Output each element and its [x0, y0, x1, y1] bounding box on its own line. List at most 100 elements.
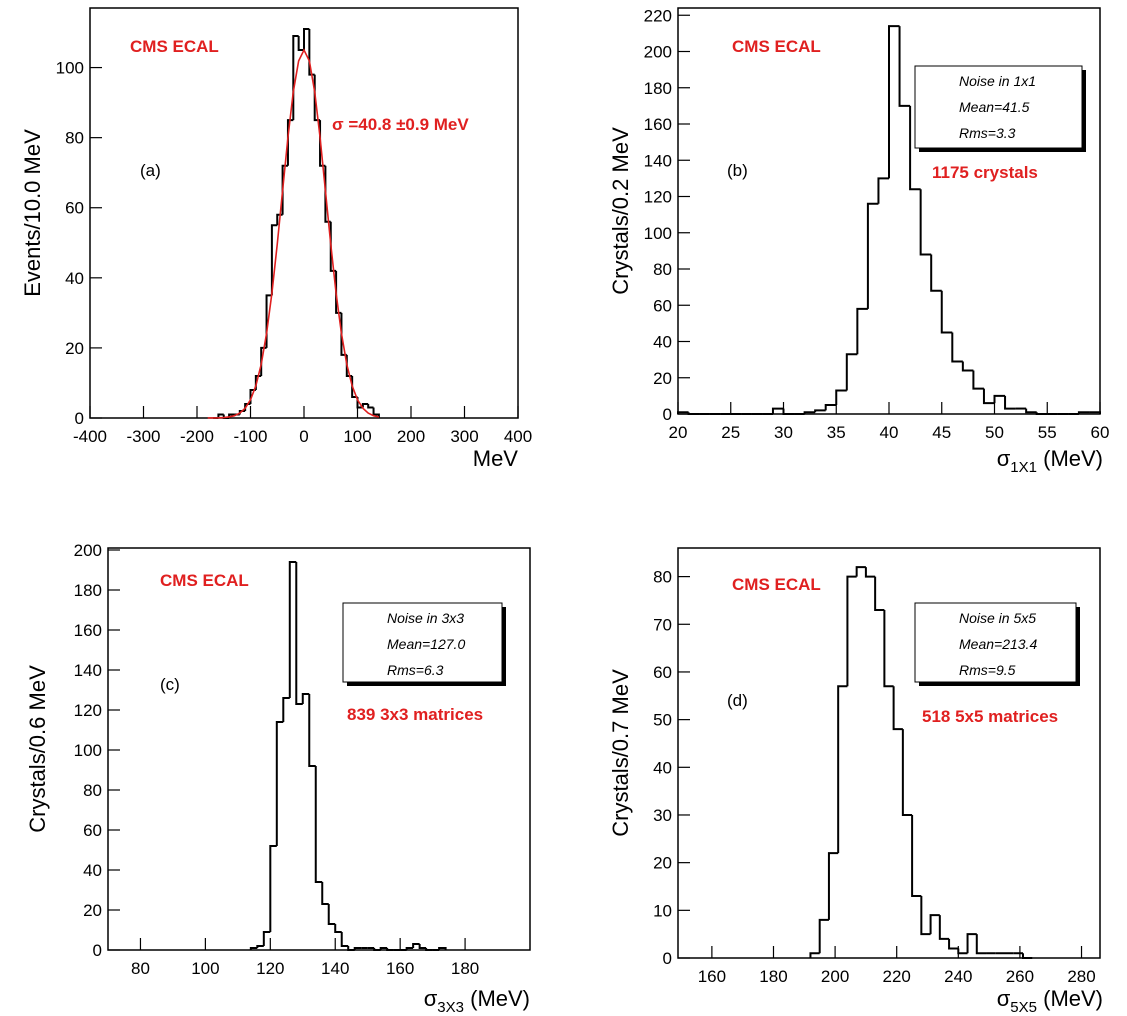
- y-tick-label: 140: [74, 661, 102, 680]
- x-tick-label: 25: [721, 423, 740, 442]
- y-tick-label: 10: [653, 901, 672, 920]
- x-label-unit: (MeV): [1037, 446, 1103, 471]
- y-tick-label: 60: [65, 199, 84, 218]
- y-tick-label: 0: [663, 949, 672, 968]
- histogram-bin: [809, 952, 820, 958]
- fit-curve: [207, 48, 380, 419]
- x-tick-label: 120: [256, 959, 284, 978]
- x-tick-label: -200: [180, 427, 214, 446]
- histogram-bin: [855, 566, 866, 577]
- histogram-bin: [827, 852, 839, 920]
- histogram-bin: [262, 931, 271, 946]
- y-tick-label: 20: [83, 901, 102, 920]
- stats-line: Rms=9.5: [959, 662, 1016, 678]
- y-tick-label: 160: [644, 115, 672, 134]
- x-label-subscript: 5X5: [1010, 999, 1037, 1016]
- y-axis-label: Crystals/0.7 MeV: [608, 669, 633, 837]
- y-tick-label: 40: [653, 333, 672, 352]
- histogram-bin: [864, 567, 876, 578]
- y-tick-label: 120: [644, 188, 672, 207]
- y-tick-label: 120: [74, 701, 102, 720]
- histogram-bin: [367, 403, 374, 409]
- x-label-subscript: 3X3: [437, 999, 464, 1016]
- histogram-bin: [321, 882, 329, 905]
- experiment-label: CMS ECAL: [732, 575, 821, 594]
- histogram-bin: [405, 947, 414, 950]
- y-tick-label: 40: [65, 269, 84, 288]
- histogram-bin: [814, 409, 826, 413]
- annotation: 839 3x3 matrices: [347, 705, 483, 724]
- histogram-bin: [1025, 408, 1037, 414]
- x-tick-label: 35: [827, 423, 846, 442]
- histogram-bin: [379, 947, 388, 950]
- y-tick-label: 30: [653, 806, 672, 825]
- x-tick-label: 100: [343, 427, 371, 446]
- histogram-bin: [909, 105, 921, 191]
- x-label-unit: (MeV): [464, 986, 530, 1011]
- histogram-bin: [920, 896, 931, 936]
- histogram-bin: [930, 254, 942, 292]
- histogram-bin: [275, 721, 284, 846]
- y-tick-label: 20: [65, 339, 84, 358]
- x-tick-label: 180: [451, 959, 479, 978]
- histogram-bin: [874, 576, 885, 611]
- x-tick-label: 40: [880, 423, 899, 442]
- y-tick-label: 200: [644, 43, 672, 62]
- histogram-bin: [303, 28, 310, 51]
- annotation: 1175 crystals: [932, 163, 1038, 182]
- stats-line: Noise in 1x1: [959, 73, 1036, 89]
- histogram-bin: [438, 947, 447, 950]
- histogram-bin: [938, 915, 950, 940]
- x-axis-label: σ5X5 (MeV): [997, 986, 1103, 1016]
- histogram-bin: [386, 948, 394, 951]
- y-tick-label: 0: [75, 409, 84, 428]
- experiment-label: CMS ECAL: [130, 37, 219, 56]
- y-tick-label: 160: [74, 621, 102, 640]
- histogram-bin: [249, 947, 258, 950]
- y-tick-label: 20: [653, 369, 672, 388]
- histogram-bin: [837, 685, 848, 854]
- histogram-bin: [1004, 395, 1016, 410]
- histogram-bin: [972, 370, 984, 390]
- histogram-bin: [256, 945, 264, 948]
- stats-line: Rms=6.3: [387, 662, 444, 678]
- y-tick-label: 40: [653, 758, 672, 777]
- x-tick-label: 45: [932, 423, 951, 442]
- histogram-bin: [308, 29, 315, 76]
- y-tick-label: 80: [83, 781, 102, 800]
- y-axis-label: Events/10.0 MeV: [20, 129, 45, 297]
- histogram-bin: [327, 904, 336, 925]
- y-tick-label: 60: [83, 821, 102, 840]
- x-tick-label: 180: [759, 967, 787, 986]
- histogram-bin: [993, 394, 1006, 404]
- histogram-bin: [940, 290, 953, 334]
- x-tick-label: 80: [131, 959, 150, 978]
- x-tick-label: -100: [233, 427, 267, 446]
- histogram-bin: [948, 938, 959, 950]
- x-tick-label: 240: [944, 967, 972, 986]
- y-tick-label: 80: [653, 260, 672, 279]
- histogram-bin: [425, 948, 433, 951]
- y-tick-label: 100: [74, 741, 102, 760]
- x-tick-label: 60: [1091, 423, 1110, 442]
- histogram-bin: [898, 26, 911, 107]
- histogram-bin: [883, 609, 894, 688]
- x-axis-label: σ1X1 (MeV): [997, 446, 1103, 476]
- histogram-bin: [818, 918, 829, 954]
- histogram-bin: [269, 845, 277, 932]
- histogram-bin: [782, 408, 795, 415]
- histogram-bin: [877, 177, 889, 204]
- histogram-bin: [856, 307, 868, 355]
- histogram-bin: [373, 948, 381, 951]
- histogram-bin: [966, 933, 977, 954]
- x-axis-label: σ3X3 (MeV): [424, 986, 530, 1016]
- x-tick-label: 300: [450, 427, 478, 446]
- histogram-bin: [1077, 411, 1090, 414]
- y-tick-label: 50: [653, 711, 672, 730]
- histogram-bin: [919, 189, 932, 256]
- y-tick-label: 100: [56, 59, 84, 78]
- histogram-bin: [334, 924, 342, 933]
- y-axis-label: Crystals/0.2 MeV: [608, 127, 633, 295]
